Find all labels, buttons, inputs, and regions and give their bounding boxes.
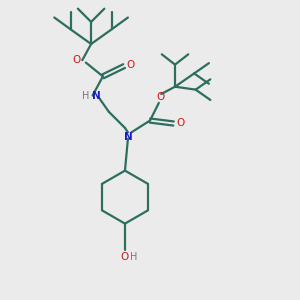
Text: O: O xyxy=(121,252,129,262)
Text: O: O xyxy=(126,60,135,70)
Text: H: H xyxy=(82,91,90,101)
Text: O: O xyxy=(176,118,184,128)
Text: N: N xyxy=(124,132,132,142)
Text: H: H xyxy=(130,252,137,262)
Text: O: O xyxy=(73,55,81,65)
Text: N: N xyxy=(92,91,100,100)
Text: O: O xyxy=(156,92,164,102)
